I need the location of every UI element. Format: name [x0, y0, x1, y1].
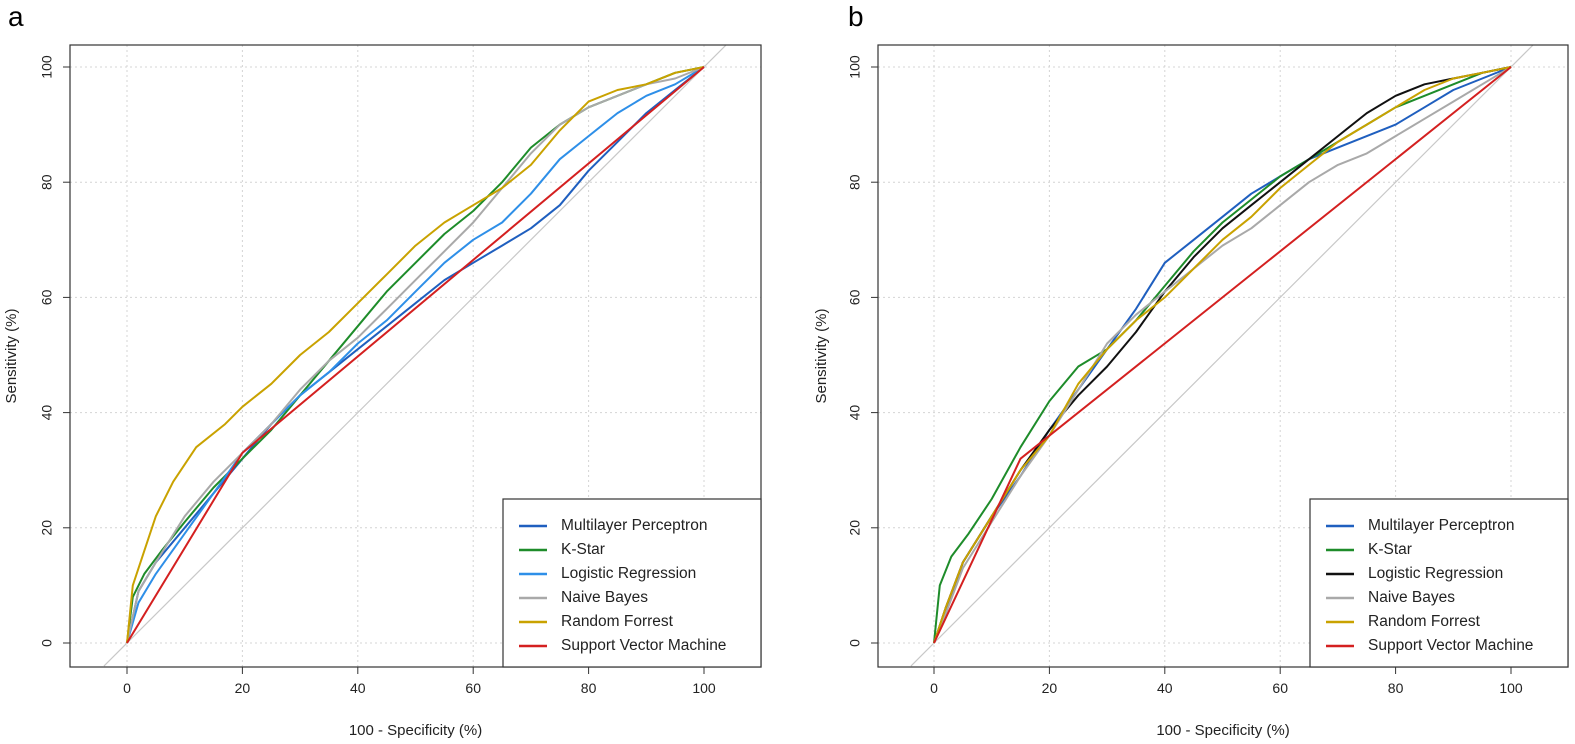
series-line [933, 66, 1512, 644]
panel-letter: b [848, 1, 864, 32]
legend-entry: Multilayer Perceptron [561, 517, 707, 534]
y-axis-title: Sensitivity (%) [3, 308, 20, 403]
series-line [126, 66, 705, 644]
x-tick-label: 40 [350, 680, 366, 696]
series-line [933, 66, 1512, 644]
x-tick-label: 80 [1388, 680, 1404, 696]
legend-entry: Naive Bayes [561, 589, 648, 606]
x-tick-label: 0 [930, 680, 938, 696]
y-axis-title: Sensitivity (%) [813, 308, 830, 403]
legend-entry: Logistic Regression [561, 565, 696, 582]
y-tick-label: 60 [847, 289, 863, 305]
x-tick-label: 20 [1042, 680, 1058, 696]
legend-entry: Multilayer Perceptron [1368, 517, 1514, 534]
chart-panel-b: b 0 20 40 60 80 100 0 20 40 60 80 100 100 - Specifici… [813, 1, 1569, 739]
y-tick-label: 0 [847, 639, 863, 647]
x-tick-label: 20 [235, 680, 251, 696]
legend: Multilayer Perceptron K-Star Logistic Regr… [1309, 498, 1569, 668]
x-tick-label: 100 [692, 680, 716, 696]
chart-panel-a: a 0 20 40 60 80 100 0 20 40 60 80 100 100 - Specifici… [3, 1, 762, 739]
x-tick-label: 60 [465, 680, 481, 696]
series-line [933, 66, 1512, 644]
x-axis-title: 100 - Specificity (%) [1156, 722, 1289, 739]
legend-entry: K-Star [561, 541, 605, 558]
legend-entry: Support Vector Machine [1368, 637, 1533, 654]
y-tick-label: 100 [39, 55, 55, 79]
y-tick-label: 40 [39, 405, 55, 421]
y-tick-label: 80 [847, 174, 863, 190]
plot-frame [877, 44, 1569, 668]
legend-entry: Support Vector Machine [561, 637, 726, 654]
x-tick-label: 80 [581, 680, 597, 696]
legend-entry: Random Forrest [1368, 613, 1481, 630]
reference-diagonal-line [910, 45, 1534, 667]
x-tick-label: 60 [1272, 680, 1288, 696]
series-line [126, 66, 705, 644]
plot-area [878, 45, 1568, 667]
panel-letter: a [8, 1, 24, 32]
y-tick-label: 0 [39, 639, 55, 647]
legend-entry: K-Star [1368, 541, 1412, 558]
y-tick-label: 20 [39, 520, 55, 536]
legend-entry: Naive Bayes [1368, 589, 1455, 606]
y-tick-label: 80 [39, 174, 55, 190]
series-line [933, 66, 1512, 644]
series-line [933, 66, 1512, 644]
legend: Multilayer Perceptron K-Star Logistic Regr… [502, 498, 762, 668]
legend-entry: Random Forrest [561, 613, 674, 630]
y-tick-label: 20 [847, 520, 863, 536]
series-line [126, 66, 705, 644]
x-axis-title: 100 - Specificity (%) [349, 722, 482, 739]
y-tick-label: 40 [847, 405, 863, 421]
x-tick-label: 100 [1499, 680, 1523, 696]
series-line [126, 66, 705, 644]
reference-diagonal-line [103, 45, 727, 667]
y-tick-label: 100 [847, 55, 863, 79]
y-tick-label: 60 [39, 289, 55, 305]
x-tick-label: 40 [1157, 680, 1173, 696]
x-tick-label: 0 [123, 680, 131, 696]
legend-entry: Logistic Regression [1368, 565, 1503, 582]
plot-frame [69, 44, 762, 668]
series-line [126, 66, 705, 644]
plot-area [70, 45, 761, 667]
